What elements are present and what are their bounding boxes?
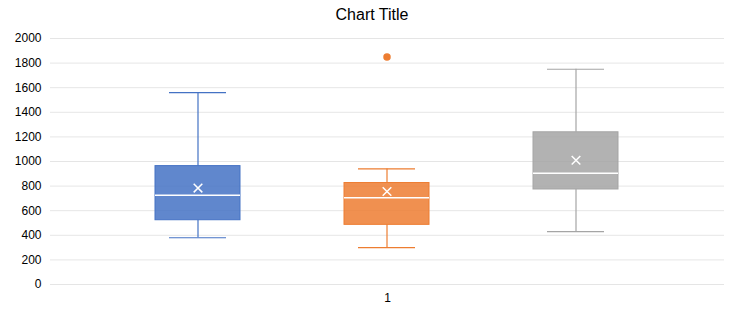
svg-text:1800: 1800	[15, 56, 42, 70]
svg-text:400: 400	[21, 228, 41, 242]
html-text:Chart Title: Chart Title	[335, 6, 409, 23]
svg-text:2000: 2000	[15, 31, 42, 45]
svg-text:1600: 1600	[15, 81, 42, 95]
svg-text:200: 200	[21, 253, 41, 267]
svg-text:1200: 1200	[15, 130, 42, 144]
svg-text:800: 800	[21, 179, 41, 193]
svg-text:0: 0	[35, 277, 42, 291]
svg-text:1000: 1000	[15, 154, 42, 168]
svg-text:600: 600	[21, 204, 41, 218]
svg-text:1: 1	[384, 291, 391, 305]
svg-text:1400: 1400	[15, 105, 42, 119]
